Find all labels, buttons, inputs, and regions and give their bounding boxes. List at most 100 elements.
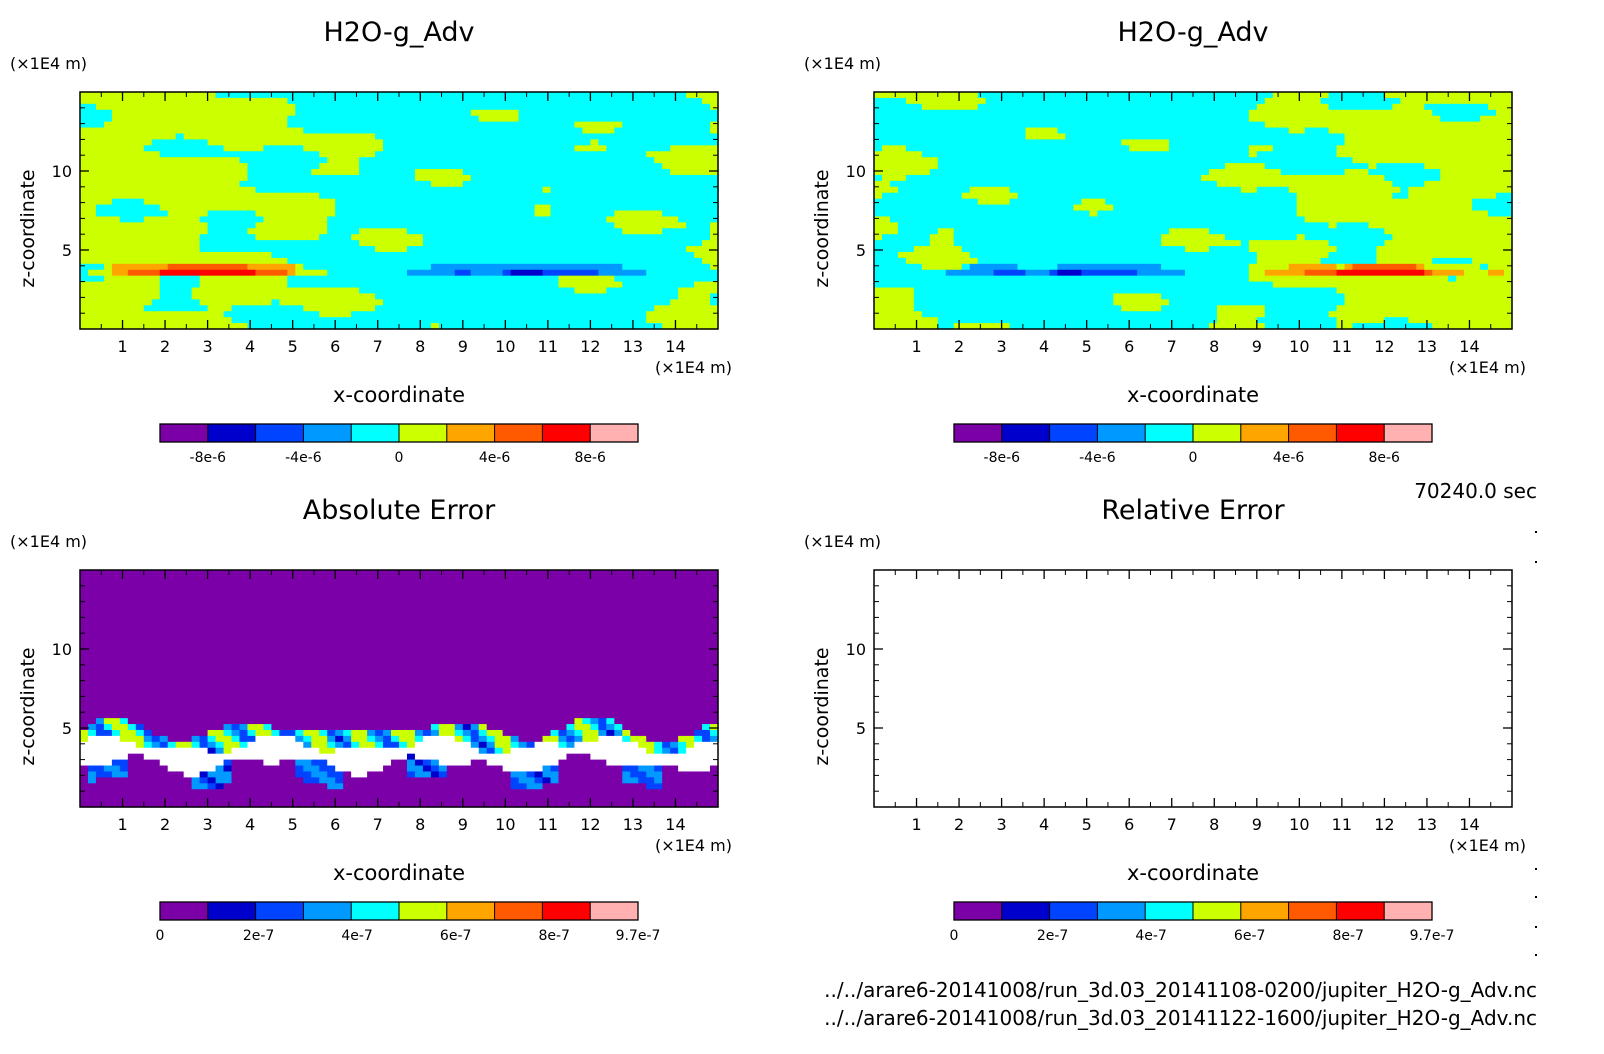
heatmap-cell	[1073, 311, 1082, 318]
heatmap-cell	[874, 246, 883, 253]
heatmap-cell	[1001, 174, 1011, 182]
heatmap-cell	[199, 103, 209, 111]
heatmap-cell	[95, 92, 105, 99]
heatmap-cell	[159, 204, 169, 212]
heatmap-cell	[406, 186, 416, 194]
heatmap-cell	[1177, 222, 1186, 229]
heatmap-cell	[470, 121, 480, 129]
heatmap-cell	[247, 228, 257, 235]
heatmap-cell	[646, 198, 655, 206]
heatmap-cell	[550, 251, 560, 259]
heatmap-cell	[311, 163, 320, 170]
heatmap-cell	[937, 263, 947, 271]
heatmap-cell	[167, 198, 177, 206]
heatmap-cell	[159, 287, 169, 295]
heatmap-cell	[889, 145, 899, 152]
heatmap-cell	[1169, 163, 1178, 170]
heatmap-cell	[1185, 287, 1194, 295]
heatmap-cell	[1137, 222, 1146, 229]
heatmap-cell	[478, 127, 488, 135]
heatmap-cell	[183, 305, 193, 312]
heatmap-cell	[271, 305, 280, 312]
heatmap-cell	[255, 121, 265, 129]
heatmap-cell	[406, 174, 416, 182]
heatmap-cell	[969, 234, 979, 241]
heatmap-cell	[287, 97, 296, 105]
heatmap-cell	[454, 222, 464, 229]
heatmap-cell	[359, 133, 368, 140]
heatmap-cell	[534, 269, 544, 277]
heatmap-cell	[614, 109, 623, 117]
heatmap-cell	[247, 180, 257, 188]
heatmap-cell	[945, 210, 955, 218]
heatmap-cell	[598, 287, 607, 295]
heatmap-cell	[1009, 246, 1019, 253]
heatmap-cell	[478, 323, 488, 330]
heatmap-cell	[454, 287, 464, 295]
heatmap-cell	[874, 103, 883, 111]
heatmap-cell	[486, 145, 496, 152]
heatmap-cell	[1153, 139, 1162, 146]
heatmap-cell	[1065, 127, 1074, 135]
heatmap-cell	[207, 317, 217, 324]
heatmap-cell	[159, 311, 169, 318]
heatmap-cell	[1089, 204, 1098, 212]
heatmap-cell	[430, 246, 440, 253]
heatmap-cell	[103, 323, 113, 330]
heatmap-cell	[191, 115, 201, 123]
heatmap-cell	[1025, 222, 1035, 229]
heatmap-cell	[135, 246, 145, 253]
heatmap-cell	[391, 121, 400, 129]
heatmap-cell	[558, 169, 568, 176]
heatmap-cell	[95, 287, 105, 295]
heatmap-cell	[175, 133, 185, 140]
heatmap-cell	[590, 257, 599, 265]
heatmap-cell	[359, 186, 368, 194]
heatmap-cell	[881, 204, 891, 212]
heatmap-cell	[375, 103, 384, 111]
heatmap-cell	[295, 97, 304, 105]
heatmap-cell	[961, 121, 971, 129]
heatmap-cell	[454, 293, 464, 300]
heatmap-cell	[1129, 222, 1138, 229]
heatmap-cell	[1129, 210, 1138, 218]
heatmap-cell	[905, 299, 915, 306]
heatmap-cell	[279, 198, 288, 206]
heatmap-cell	[953, 186, 963, 194]
heatmap-cell	[135, 275, 145, 283]
heatmap-cell	[646, 157, 655, 164]
heatmap-cell	[430, 103, 440, 111]
heatmap-cell	[1041, 305, 1051, 312]
heatmap-cell	[1041, 210, 1051, 218]
heatmap-cell	[1001, 127, 1011, 135]
heatmap-cell	[207, 323, 217, 330]
heatmap-cell	[95, 180, 105, 188]
heatmap-cell	[391, 275, 400, 283]
heatmap-cell	[87, 257, 97, 265]
heatmap-cell	[654, 163, 663, 170]
heatmap-cell	[375, 174, 384, 182]
heatmap-cell	[1121, 281, 1130, 289]
heatmap-cell	[1057, 287, 1066, 295]
heatmap-cell	[1081, 163, 1090, 170]
heatmap-cell	[874, 127, 883, 135]
heatmap-cell	[1153, 275, 1162, 283]
heatmap-cell	[710, 293, 719, 300]
heatmap-cell	[430, 145, 440, 152]
heatmap-cell	[103, 174, 113, 182]
heatmap-cell	[438, 121, 448, 129]
heatmap-cell	[1105, 109, 1114, 117]
heatmap-cell	[1153, 222, 1162, 229]
heatmap-cell	[961, 222, 971, 229]
heatmap-cell	[223, 216, 233, 223]
heatmap-cell	[191, 204, 201, 212]
heatmap-cell	[406, 157, 416, 164]
heatmap-cell	[1121, 317, 1130, 324]
heatmap-cell	[1057, 228, 1066, 235]
heatmap-cell	[343, 163, 352, 170]
heatmap-cell	[1193, 305, 1202, 312]
heatmap-cell	[686, 222, 695, 229]
heatmap-cell	[662, 169, 671, 176]
heatmap-cell	[913, 311, 923, 318]
heatmap-cell	[913, 127, 923, 135]
